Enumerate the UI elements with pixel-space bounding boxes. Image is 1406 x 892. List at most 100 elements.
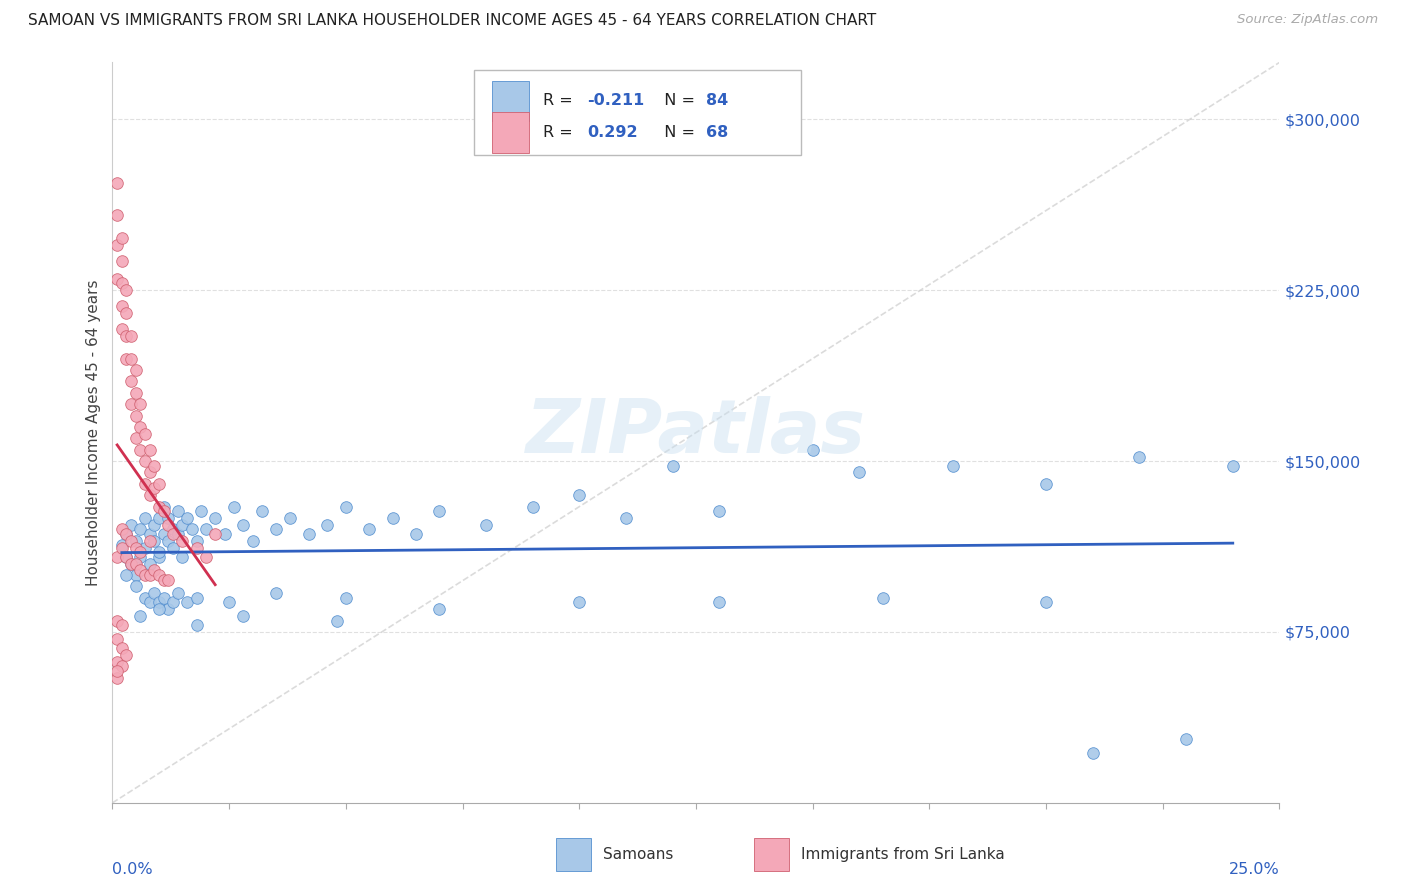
Point — [115, 648, 138, 662]
Point — [250, 504, 273, 518]
Point — [111, 618, 134, 632]
Point — [232, 609, 254, 624]
Point — [568, 595, 591, 609]
Point — [148, 602, 170, 616]
Point — [125, 363, 148, 377]
Point — [186, 533, 208, 548]
Point — [129, 564, 152, 578]
Point — [125, 385, 148, 400]
Point — [153, 500, 176, 514]
Point — [1222, 458, 1244, 473]
Bar — [492, 80, 529, 121]
Point — [568, 488, 591, 502]
Point — [125, 533, 148, 548]
Point — [139, 488, 162, 502]
Point — [232, 517, 254, 532]
Point — [111, 538, 134, 552]
Point — [157, 533, 180, 548]
Point — [214, 527, 236, 541]
Point — [134, 454, 156, 468]
Point — [204, 511, 226, 525]
Point — [157, 602, 180, 616]
Point — [129, 420, 152, 434]
Point — [105, 655, 128, 669]
Point — [1128, 450, 1150, 464]
Point — [1175, 731, 1198, 746]
Point — [176, 595, 198, 609]
Point — [115, 568, 138, 582]
Point — [111, 253, 134, 268]
Point — [115, 549, 138, 564]
Point — [264, 586, 287, 600]
Point — [157, 517, 180, 532]
Point — [134, 511, 156, 525]
Point — [115, 527, 138, 541]
Point — [186, 618, 208, 632]
Point — [166, 527, 188, 541]
Point — [143, 586, 166, 600]
Point — [134, 591, 156, 605]
Point — [120, 328, 142, 343]
Text: 0.292: 0.292 — [588, 125, 638, 140]
Text: 84: 84 — [706, 94, 728, 109]
Point — [125, 541, 148, 555]
Bar — [755, 838, 789, 871]
Point — [162, 523, 184, 537]
Point — [242, 533, 264, 548]
Point — [194, 549, 217, 564]
Point — [176, 511, 198, 525]
Point — [139, 568, 162, 582]
Point — [129, 545, 152, 559]
Point — [115, 351, 138, 366]
Point — [111, 659, 134, 673]
Point — [157, 573, 180, 587]
Point — [111, 523, 134, 537]
Point — [405, 527, 427, 541]
Point — [153, 527, 176, 541]
Point — [180, 523, 202, 537]
Point — [166, 504, 188, 518]
Point — [264, 523, 287, 537]
Point — [148, 595, 170, 609]
Point — [120, 351, 142, 366]
Point — [143, 517, 166, 532]
Text: N =: N = — [654, 94, 700, 109]
Point — [661, 458, 683, 473]
Point — [204, 527, 226, 541]
Point — [115, 328, 138, 343]
Point — [120, 533, 142, 548]
Point — [105, 549, 128, 564]
Point — [125, 568, 148, 582]
Point — [115, 283, 138, 297]
Point — [111, 322, 134, 336]
Point — [186, 541, 208, 555]
Point — [125, 579, 148, 593]
Point — [139, 557, 162, 571]
Point — [359, 523, 381, 537]
Text: Samoans: Samoans — [603, 847, 673, 863]
Text: R =: R = — [543, 125, 578, 140]
Point — [186, 591, 208, 605]
Bar — [492, 112, 529, 153]
Point — [153, 504, 176, 518]
Point — [143, 533, 166, 548]
Point — [709, 504, 731, 518]
Point — [105, 614, 128, 628]
Point — [129, 397, 152, 411]
Point — [111, 541, 134, 555]
Point — [153, 591, 176, 605]
Point — [105, 671, 128, 685]
Point — [172, 533, 194, 548]
Point — [139, 442, 162, 457]
Point — [139, 466, 162, 480]
Text: 68: 68 — [706, 125, 728, 140]
Text: 25.0%: 25.0% — [1229, 862, 1279, 877]
Point — [148, 500, 170, 514]
Point — [335, 500, 357, 514]
Point — [162, 527, 184, 541]
Point — [111, 231, 134, 245]
Point — [194, 523, 217, 537]
Point — [148, 476, 170, 491]
Point — [125, 431, 148, 445]
Point — [129, 442, 152, 457]
